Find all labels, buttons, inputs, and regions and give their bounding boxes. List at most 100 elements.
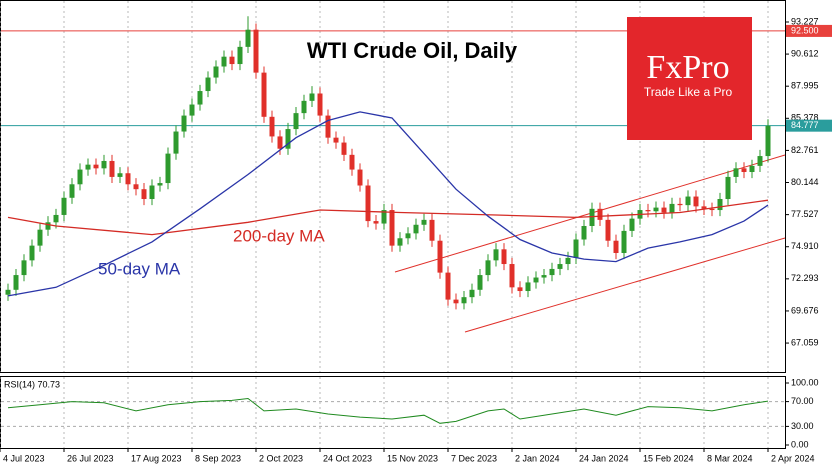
candle-body — [333, 137, 339, 143]
candle-body — [181, 115, 187, 132]
ma-line — [7, 199, 769, 236]
candle-body — [261, 72, 267, 117]
y-tick-label: 90.612 — [791, 48, 819, 58]
candle-body — [589, 208, 595, 226]
candle-body — [749, 165, 755, 173]
x-tick-label: 4 Jul 2023 — [3, 453, 45, 463]
y-tick-label: 93.227 — [791, 16, 819, 26]
candle-body — [117, 173, 123, 177]
x-tick-label: 24 Jan 2024 — [579, 453, 629, 463]
candle-body — [325, 115, 331, 138]
candle-body — [53, 214, 59, 223]
candle-body — [501, 249, 507, 265]
candle-body — [165, 153, 171, 184]
y-tick-label: 82.761 — [791, 145, 819, 155]
candle-body — [613, 240, 619, 253]
candle-body — [549, 268, 555, 276]
candle-body — [565, 257, 571, 265]
candle-body — [349, 154, 355, 170]
candle-body — [413, 224, 419, 234]
candle-body — [709, 208, 715, 211]
candle-body — [573, 239, 579, 258]
candle-body — [197, 91, 203, 105]
x-tick-label: 15 Feb 2024 — [643, 453, 694, 463]
candle-body — [477, 275, 483, 290]
candle-body — [189, 104, 195, 116]
candle-body — [693, 196, 699, 207]
candle-body — [461, 297, 467, 304]
rsi-tick-label: 100.00 — [791, 377, 819, 387]
candle-body — [245, 29, 251, 47]
channel-lower — [464, 237, 786, 333]
y-tick-label: 74.910 — [791, 241, 819, 251]
x-tick-label: 2 Oct 2023 — [259, 453, 303, 463]
logo: FxPro Trade Like a Pro — [627, 17, 752, 140]
candle-body — [109, 160, 115, 177]
level-tag — [786, 119, 832, 132]
candle-body — [237, 46, 243, 65]
candle-body — [357, 169, 363, 186]
candle-body — [621, 230, 627, 253]
y-tick-label: 77.527 — [791, 209, 819, 219]
candle-body — [717, 199, 723, 211]
candle-body — [205, 77, 211, 92]
candle-body — [397, 238, 403, 246]
candle-body — [557, 264, 563, 269]
candle-body — [509, 264, 515, 288]
candle-body — [285, 129, 291, 149]
candle-body — [725, 176, 731, 200]
candle-body — [85, 164, 91, 170]
candle-body — [293, 113, 299, 130]
candle-body — [765, 125, 771, 157]
x-tick-label: 7 Dec 2023 — [451, 453, 497, 463]
y-tick-label: 67.059 — [791, 337, 819, 347]
x-tick-label: 26 Jul 2023 — [67, 453, 114, 463]
candle-body — [157, 183, 163, 186]
candle-body — [669, 203, 675, 213]
candle-body — [597, 208, 603, 220]
candle-body — [517, 287, 523, 292]
level-label: 84.777 — [791, 120, 819, 130]
rsi-line — [7, 397, 769, 424]
level-tag — [786, 24, 832, 37]
candle-body — [101, 160, 107, 169]
candle-body — [93, 164, 99, 169]
rsi-tick-label: 70.00 — [791, 396, 814, 406]
candle-body — [605, 219, 611, 241]
candle-body — [213, 66, 219, 78]
chart-title: WTI Crude Oil, Daily — [307, 38, 518, 63]
candle-body — [469, 289, 475, 298]
rsi-label: RSI(14) 70.73 — [4, 379, 60, 389]
candle-body — [269, 116, 275, 137]
candle-body — [149, 185, 155, 200]
logo-tagline: Trade Like a Pro — [644, 85, 733, 99]
candle-body — [733, 168, 739, 177]
candle-body — [61, 197, 67, 215]
candle-body — [125, 173, 131, 185]
candle-body — [133, 184, 139, 190]
x-tick-label: 24 Oct 2023 — [323, 453, 372, 463]
candle-body — [405, 233, 411, 239]
x-tick-label: 17 Aug 2023 — [131, 453, 182, 463]
rsi-tick-label: 0.00 — [791, 439, 809, 449]
y-tick-label: 85.378 — [791, 113, 819, 123]
candle-body — [381, 210, 387, 224]
logo-box — [627, 17, 752, 140]
candle-body — [253, 29, 259, 73]
candle-body — [13, 275, 19, 290]
candle-body — [389, 210, 395, 246]
candle-body — [661, 207, 667, 213]
candle-body — [653, 207, 659, 212]
candle-body — [221, 56, 227, 67]
y-tick-label: 72.293 — [791, 273, 819, 283]
level-label: 92.500 — [791, 25, 819, 35]
candle-body — [701, 206, 707, 209]
candle-body — [629, 218, 635, 231]
candle-body — [141, 189, 147, 200]
candle-body — [37, 229, 43, 246]
candle-body — [493, 249, 499, 261]
y-tick-label: 69.676 — [791, 305, 819, 315]
logo-title: FxPro — [646, 49, 729, 86]
candle-body — [301, 100, 307, 114]
y-tick-label: 80.144 — [791, 177, 819, 187]
